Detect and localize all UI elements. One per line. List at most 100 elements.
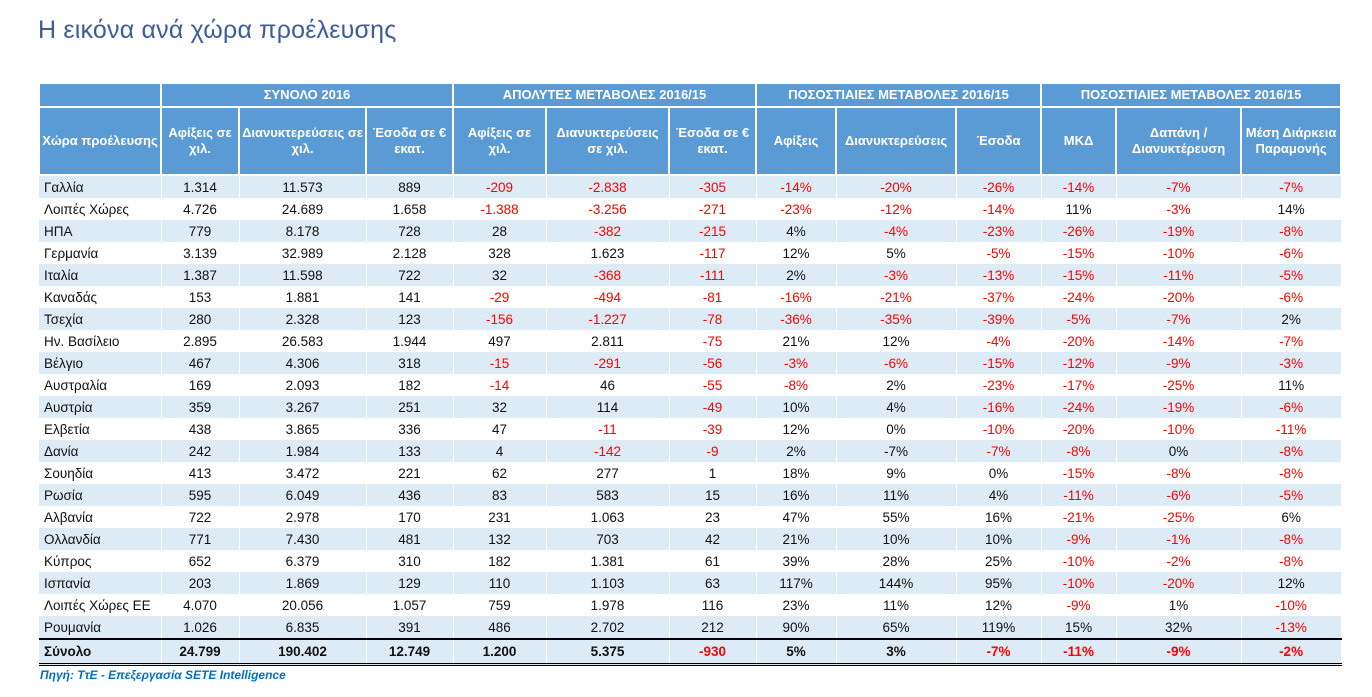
data-cell: -16% (956, 396, 1042, 418)
data-cell: 153 (161, 286, 240, 308)
country-cell: Δανία (39, 440, 162, 462)
data-cell: 12% (836, 330, 957, 352)
data-cell: -271 (669, 198, 757, 220)
table-row: Ισπανία 203 1.869 129 110 1.103 63 117% 144% 95% -… (39, 572, 1342, 594)
data-cell: 779 (161, 220, 240, 242)
col-group-header: ΠΟΣΟΣΤΙΑΙΕΣ ΜΕΤΑΒΟΛΕΣ 2016/15 (1040, 82, 1343, 108)
data-cell: -39% (956, 308, 1042, 330)
data-cell: 583 (546, 484, 670, 506)
table-row: Λοιπές Χώρες 4.726 24.689 1.658 -1.388 -3.256… (39, 198, 1342, 220)
data-cell: 1.658 (366, 198, 454, 220)
data-cell: 47 (453, 418, 547, 440)
data-cell: -6% (1116, 484, 1242, 506)
data-cell: -23% (956, 374, 1042, 396)
data-cell: -117 (669, 242, 757, 264)
data-cell: -2% (1116, 550, 1242, 572)
data-cell: 1.057 (366, 594, 454, 616)
col-header: Έσοδα σε € εκατ. (668, 106, 758, 176)
data-cell: -21% (1041, 506, 1117, 528)
data-cell: 6.379 (239, 550, 367, 572)
country-cell: Ισπανία (39, 572, 162, 594)
data-cell: 169 (161, 374, 240, 396)
data-cell: 1.623 (546, 242, 670, 264)
data-cell: 1.063 (546, 506, 670, 528)
col-header: Έσοδα (955, 106, 1043, 176)
data-cell: 11.598 (239, 264, 367, 286)
data-cell: 336 (366, 418, 454, 440)
data-cell: -5% (1241, 264, 1342, 286)
country-cell: Ελβετία (39, 418, 162, 440)
data-cell: -9% (1116, 352, 1242, 374)
data-cell: -36% (756, 308, 837, 330)
data-cell: -20% (1041, 418, 1117, 440)
country-cell: Καναδάς (39, 286, 162, 308)
data-cell: 12.749 (366, 638, 454, 666)
data-cell: 16% (956, 506, 1042, 528)
country-cell: Γαλλία (39, 175, 162, 198)
data-cell: -37% (956, 286, 1042, 308)
data-cell: 4% (956, 484, 1042, 506)
data-cell: 47% (756, 506, 837, 528)
data-cell: -25% (1116, 506, 1242, 528)
data-cell: 12% (756, 242, 837, 264)
data-cell: 231 (453, 506, 547, 528)
data-cell: 3.472 (239, 462, 367, 484)
data-cell: 10% (956, 528, 1042, 550)
data-cell: -12% (836, 198, 957, 220)
data-cell: 116 (669, 594, 757, 616)
data-cell: -81 (669, 286, 757, 308)
data-cell: 1.314 (161, 175, 240, 198)
col-group-header: ΑΠΟΛΥΤΕΣ ΜΕΤΑΒΟΛΕΣ 2016/15 (452, 82, 758, 108)
data-cell: 90% (756, 616, 837, 639)
data-cell: -291 (546, 352, 670, 374)
col-header: Διανυκτερεύσεις σε χιλ. (545, 106, 671, 176)
data-cell: -4% (956, 330, 1042, 352)
data-cell: 1.026 (161, 616, 240, 639)
data-cell: 15 (669, 484, 757, 506)
country-cell: Αυστρία (39, 396, 162, 418)
data-cell: -382 (546, 220, 670, 242)
data-cell: 2% (756, 264, 837, 286)
data-cell: 1.881 (239, 286, 367, 308)
country-cell: Λοιπές Χώρες (39, 198, 162, 220)
table-row: Ολλανδία 771 7.430 481 132 703 42 21% 10% 10% -9% -… (39, 528, 1342, 550)
data-cell: -14% (1116, 330, 1242, 352)
data-cell: 95% (956, 572, 1042, 594)
country-cell: Γερμανία (39, 242, 162, 264)
data-cell: -9% (1116, 638, 1242, 666)
data-cell: 117% (756, 572, 837, 594)
country-cell: Ρωσία (39, 484, 162, 506)
data-cell: -21% (836, 286, 957, 308)
data-cell: -10% (1041, 572, 1117, 594)
data-cell: 251 (366, 396, 454, 418)
data-cell: 65% (836, 616, 957, 639)
data-cell: 889 (366, 175, 454, 198)
data-cell: 2.811 (546, 330, 670, 352)
data-cell: 16% (756, 484, 837, 506)
table-row: Δανία 242 1.984 133 4 -142 -9 2% -7% -7% -8% 0% -8% (39, 440, 1342, 462)
data-cell: -10% (1241, 594, 1342, 616)
data-cell: 1 (669, 462, 757, 484)
data-cell: 703 (546, 528, 670, 550)
data-cell: -13% (1241, 616, 1342, 639)
data-cell: 467 (161, 352, 240, 374)
data-cell: 0% (1116, 440, 1242, 462)
table-row: Αυστρία 359 3.267 251 32 114 -49 10% 4% -16% -24% -… (39, 396, 1342, 418)
data-cell: 7.430 (239, 528, 367, 550)
data-cell: 771 (161, 528, 240, 550)
data-cell: -1% (1116, 528, 1242, 550)
data-cell: 32 (453, 396, 547, 418)
table-row: Ην. Βασίλειο 2.895 26.583 1.944 497 2.811 -75 2… (39, 330, 1342, 352)
country-cell: Κύπρος (39, 550, 162, 572)
data-cell: 12% (756, 418, 837, 440)
data-cell: -39 (669, 418, 757, 440)
data-cell: -35% (836, 308, 957, 330)
data-cell: 359 (161, 396, 240, 418)
col-header: Χώρα προέλευσης (38, 106, 162, 176)
data-cell: -930 (669, 638, 757, 666)
table-row: Σουηδία 413 3.472 221 62 277 1 18% 9% 0% -15% -8% -8… (39, 462, 1342, 484)
data-cell: -10% (956, 418, 1042, 440)
data-cell: 5.375 (546, 638, 670, 666)
data-cell: 486 (453, 616, 547, 639)
data-cell: -19% (1116, 396, 1242, 418)
